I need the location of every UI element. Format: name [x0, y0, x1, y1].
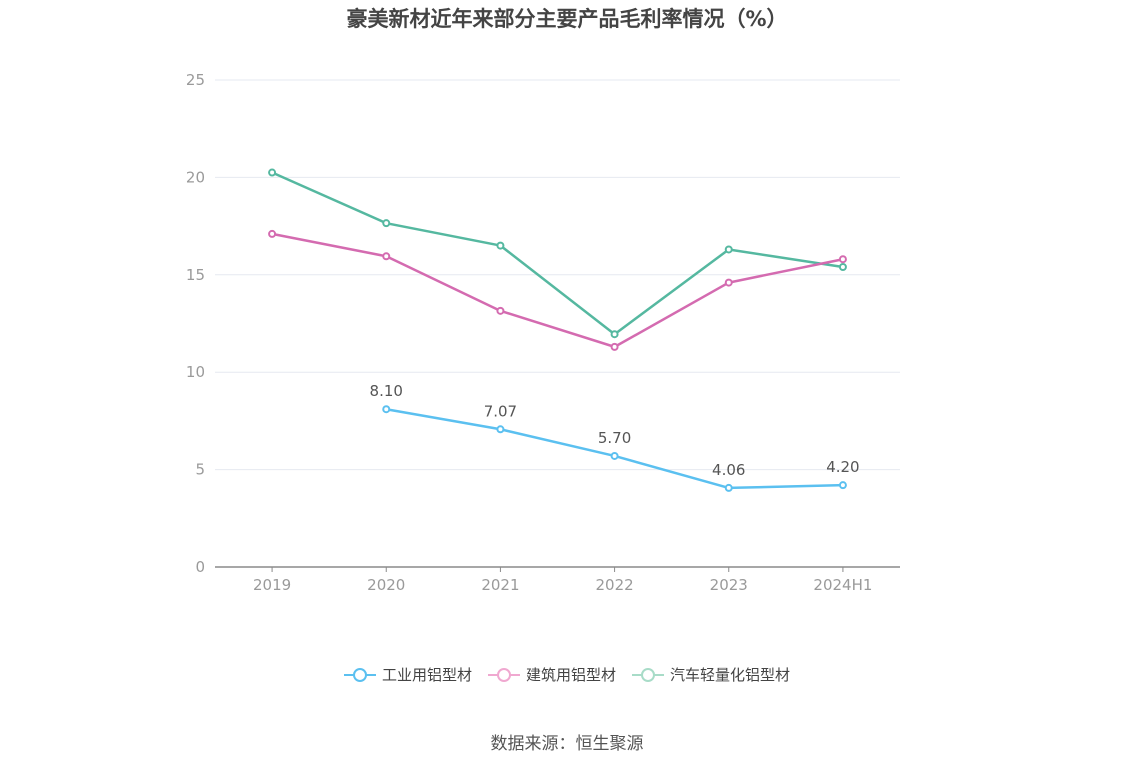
data-label-industrial: 5.70 — [598, 429, 631, 447]
y-tick-label: 0 — [195, 558, 205, 576]
data-point-automotive — [382, 219, 391, 228]
y-tick-label: 25 — [186, 71, 205, 89]
x-tick-label: 2022 — [595, 576, 633, 594]
chart-title: 豪美新材近年来部分主要产品毛利率情况（%） — [346, 7, 788, 31]
x-tick-label: 2020 — [367, 576, 405, 594]
source-note: 数据来源：恒生聚源 — [490, 734, 644, 754]
legend-marker-automotive — [632, 667, 664, 682]
series-line-industrial — [386, 407, 843, 490]
legend-label-industrial: 工业用铝型材 — [381, 666, 472, 684]
data-point-industrial — [610, 451, 619, 460]
legend-marker-building — [487, 667, 520, 682]
x-tick-label: 2023 — [710, 576, 748, 594]
y-tick-label: 20 — [186, 168, 205, 186]
data-label-industrial: 7.07 — [484, 402, 517, 420]
data-point-automotive — [268, 168, 277, 177]
y-tick-label: 10 — [186, 363, 205, 381]
data-point-automotive — [610, 330, 619, 339]
data-point-building — [610, 342, 619, 351]
data-point-automotive — [724, 245, 733, 254]
data-label-industrial: 8.10 — [370, 382, 403, 400]
legend-marker-industrial — [343, 667, 376, 682]
data-point-automotive — [838, 263, 847, 272]
data-point-automotive — [496, 241, 505, 250]
data-point-building — [838, 255, 847, 264]
x-tick-label: 2024H1 — [813, 576, 872, 594]
legend: 工业用铝型材 建筑用铝型材 汽车轻量化铝型材 — [0, 664, 1134, 685]
data-point-industrial — [496, 425, 505, 434]
data-label-industrial: 4.06 — [712, 461, 745, 479]
y-tick-label: 15 — [186, 266, 205, 284]
legend-label-building: 建筑用铝型材 — [525, 666, 616, 684]
data-point-building — [268, 229, 277, 238]
data-point-industrial — [382, 405, 391, 414]
legend-item-industrial[interactable]: 工业用铝型材 — [343, 664, 472, 685]
data-label-industrial: 4.20 — [826, 458, 859, 476]
data-point-industrial — [724, 483, 733, 492]
line-chart: 0 5 10 15 20 25 2019 2020 2021 2022 2023 2024H1 8.10… — [186, 71, 900, 594]
legend-item-building[interactable]: 建筑用铝型材 — [487, 664, 616, 685]
series-line-building — [271, 232, 844, 349]
data-point-building — [496, 306, 505, 315]
data-point-industrial — [838, 481, 847, 490]
legend-label-automotive: 汽车轻量化铝型材 — [670, 666, 791, 684]
legend-item-automotive[interactable]: 汽车轻量化铝型材 — [632, 664, 790, 685]
series-line-automotive — [271, 171, 844, 336]
y-tick-label: 5 — [195, 461, 205, 479]
data-point-building — [382, 252, 391, 261]
data-point-building — [724, 278, 733, 287]
x-tick-label: 2019 — [253, 576, 291, 594]
x-tick-label: 2021 — [481, 576, 519, 594]
